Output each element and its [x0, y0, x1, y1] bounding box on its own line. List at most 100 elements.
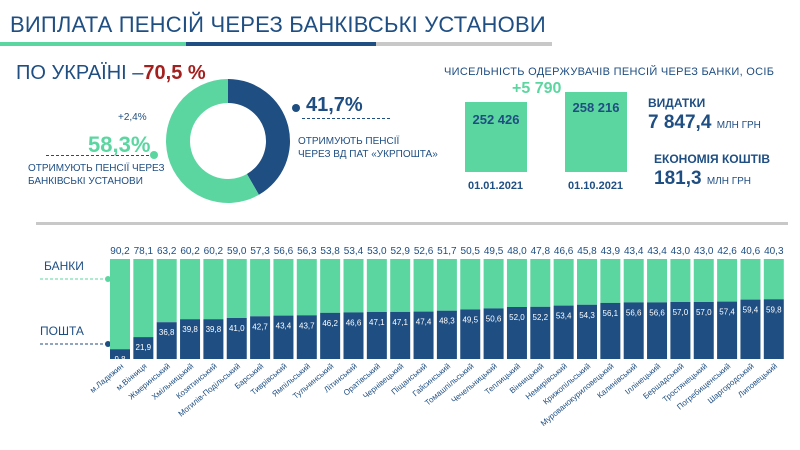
- bar-banks-label: 47,8: [531, 246, 551, 257]
- bar-banks-label: 52,6: [414, 246, 434, 257]
- bar-banks: [413, 259, 434, 312]
- donut-slice-post: [228, 79, 290, 195]
- bar-post-label: 47,1: [369, 318, 385, 327]
- recipients-date: 01.10.2021: [568, 180, 624, 192]
- bar-banks: [133, 259, 154, 338]
- bar-banks: [506, 259, 527, 307]
- bar-banks-label: 51,7: [437, 246, 457, 257]
- bar-banks: [600, 259, 621, 303]
- title-underline: [376, 42, 552, 46]
- bar-post-label: 21,9: [136, 343, 152, 352]
- bar-banks: [530, 259, 551, 307]
- bar-banks-label: 56,3: [297, 246, 317, 257]
- bar-post: [413, 311, 434, 359]
- savings-unit: МЛН ГРН: [706, 176, 752, 187]
- bar-post: [226, 318, 247, 359]
- bar-post: [110, 349, 130, 359]
- bar-post-label: 39,8: [206, 325, 222, 334]
- bar-banks-label: 90,2: [110, 246, 130, 257]
- bar-post-label: 56,6: [626, 308, 642, 317]
- bar-post-label: 59,4: [743, 306, 759, 315]
- bar-post-label: 57,4: [719, 308, 735, 317]
- bar-post: [483, 308, 504, 359]
- bar-banks-label: 60,2: [180, 246, 200, 257]
- post-marker-dot: [292, 104, 300, 112]
- bar-banks: [296, 259, 317, 316]
- bar-post-label: 48,3: [439, 317, 455, 326]
- ukraine-total-value: 70,5 %: [143, 62, 206, 84]
- bar-banks: [577, 259, 597, 305]
- donut-chart: [165, 79, 290, 203]
- bar-post: [506, 307, 527, 359]
- bar-post: [250, 316, 271, 359]
- bar-post: [717, 301, 738, 359]
- bar-post-label: 9,8: [114, 355, 126, 364]
- post-leader-line: [302, 118, 390, 119]
- bar-banks-label: 43,9: [601, 246, 621, 257]
- bar-post: [203, 319, 224, 359]
- bar-banks-label: 78,1: [134, 246, 154, 257]
- legend-post-dot: [105, 341, 111, 347]
- bar-banks-label: 59,0: [227, 246, 247, 257]
- savings-value: 181,3 МЛН ГРН: [654, 168, 751, 190]
- bar-banks: [693, 259, 714, 302]
- page-title: ВИПЛАТА ПЕНСІЙ ЧЕРЕЗ БАНКІВСЬКІ УСТАНОВИ: [10, 12, 546, 37]
- recipients-date: 01.01.2021: [468, 180, 524, 192]
- bar-banks: [110, 259, 130, 350]
- bar-banks: [390, 259, 411, 312]
- bar-post-label: 43,4: [276, 322, 292, 331]
- bar-post-label: 47,4: [416, 318, 432, 327]
- bar-post: [553, 305, 574, 359]
- bar-banks-label: 50,5: [461, 246, 481, 257]
- bar-post: [343, 312, 364, 359]
- savings-label: ЕКОНОМІЯ КОШТІВ: [654, 152, 770, 166]
- bar-post: [156, 322, 177, 359]
- bar-banks-label: 40,6: [741, 246, 761, 257]
- bar-post-label: 57,0: [696, 308, 712, 317]
- bar-post: [366, 311, 387, 359]
- bar-banks: [763, 259, 784, 300]
- bar-post: [460, 309, 481, 359]
- bar-banks: [156, 259, 177, 323]
- bar-banks-label: 40,3: [764, 246, 784, 257]
- recipients-bar-label: 252 426: [472, 112, 520, 127]
- district-bar-chart: 90,29,8м.Ладижин78,121,9м.Вінниця63,236,…: [40, 246, 784, 428]
- bar-banks-label: 49,5: [484, 246, 504, 257]
- savings-amount: 181,3: [654, 168, 702, 189]
- bar-banks-label: 53,8: [320, 246, 340, 257]
- bar-banks-label: 52,9: [390, 246, 410, 257]
- bar-banks: [250, 259, 271, 317]
- post-caption: ОТРИМУЮТЬ ПЕНСІЇ ЧЕРЕЗ ВД ПАТ «УКРПОШТА»: [298, 135, 438, 161]
- expenses-value: 7 847,4 МЛН ГРН: [648, 112, 761, 134]
- bar-banks-label: 56,6: [274, 246, 294, 257]
- expenses-unit: МЛН ГРН: [716, 120, 761, 131]
- expenses-amount: 7 847,4: [648, 112, 712, 133]
- recipients-bar-jan: 252 426: [465, 102, 527, 172]
- bar-post: [670, 302, 691, 359]
- bar-post-label: 41,0: [229, 324, 245, 333]
- bar-post: [296, 315, 317, 359]
- bar-post-label: 47,1: [392, 318, 408, 327]
- bar-banks: [647, 259, 668, 303]
- bar-post-label: 39,8: [182, 325, 198, 334]
- bar-banks: [717, 259, 738, 302]
- bar-post-label: 54,3: [579, 311, 595, 320]
- bar-post: [273, 315, 294, 359]
- post-share-value: 41,7%: [306, 94, 363, 116]
- title-underline: [0, 42, 186, 46]
- bar-banks: [623, 259, 644, 303]
- bar-banks: [203, 259, 224, 320]
- bar-post: [600, 302, 621, 359]
- bar-banks: [740, 259, 761, 300]
- bar-banks: [180, 259, 201, 320]
- bar-banks: [273, 259, 294, 316]
- bar-post-label: 56,6: [649, 308, 665, 317]
- recipients-heading: ЧИСЕЛЬНІСТЬ ОДЕРЖУВАЧІВ ПЕНСІЙ ЧЕРЕЗ БАН…: [444, 66, 775, 78]
- ukraine-total-label: ПО УКРАЇНІ –: [16, 62, 144, 84]
- legend-banks: БАНКИ: [44, 259, 84, 273]
- bar-post-label: 46,6: [346, 318, 362, 327]
- bar-banks: [483, 259, 504, 309]
- bar-banks: [366, 259, 387, 312]
- bar-banks-label: 63,2: [157, 246, 177, 257]
- banks-caption-line: ОТРИМУЮТЬ ПЕНСІЇ ЧЕРЕЗ: [28, 163, 165, 174]
